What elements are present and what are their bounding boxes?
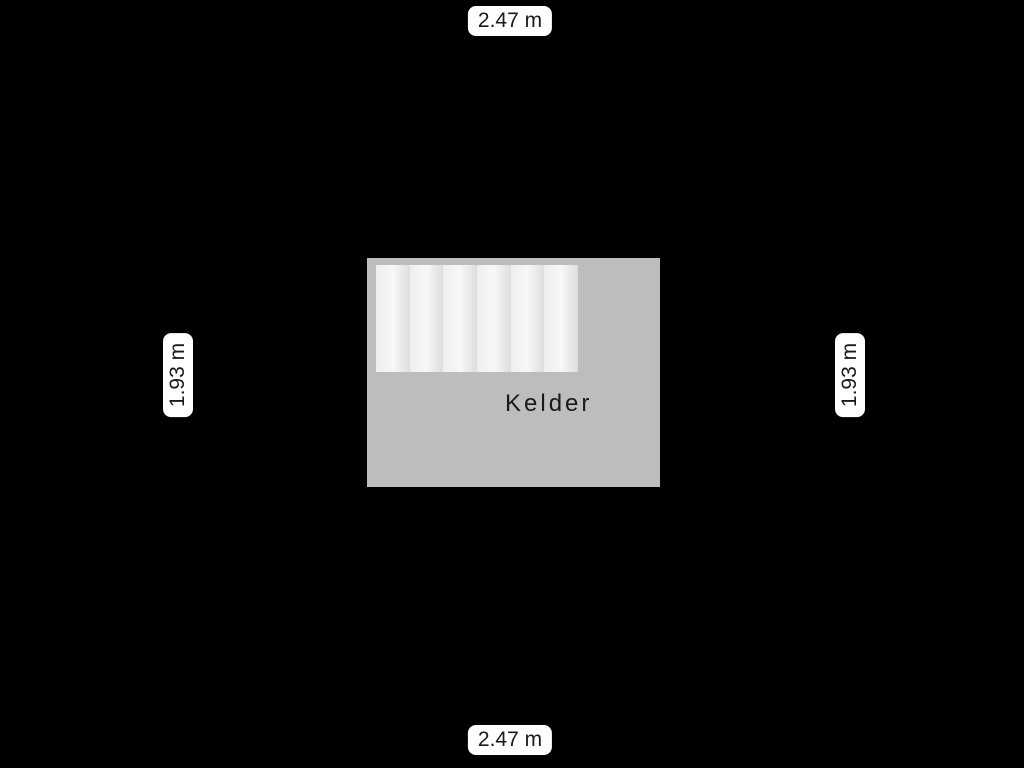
room-label: Kelder (505, 390, 592, 418)
dimension-top: 2.47 m (468, 6, 552, 36)
dimension-left: 1.93 m (163, 333, 193, 417)
dimension-bottom: 2.47 m (468, 725, 552, 755)
stair-step (544, 265, 578, 372)
stair-step (511, 265, 545, 372)
stair-step (443, 265, 477, 372)
stair-step (477, 265, 511, 372)
stairs (376, 265, 578, 372)
stair-step (376, 265, 410, 372)
room-kelder: Kelder (367, 258, 660, 487)
stair-step (410, 265, 444, 372)
dimension-right: 1.93 m (835, 333, 865, 417)
